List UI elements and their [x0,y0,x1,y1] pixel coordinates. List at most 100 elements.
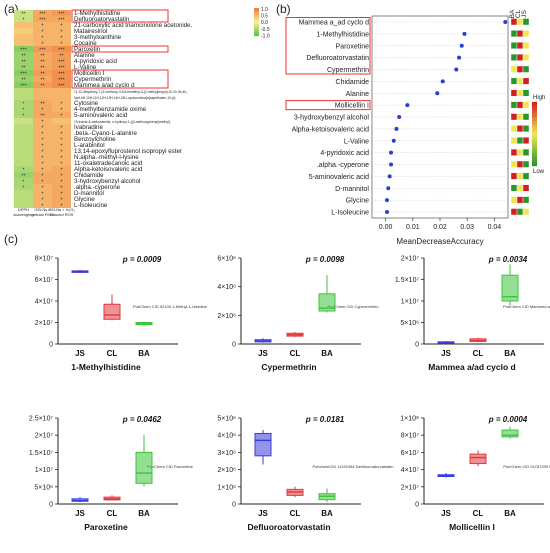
heatmap-cell [33,154,52,160]
importance-group-tile [522,137,530,144]
heatmap-cell [33,40,52,46]
box-p-value: p = 0.0034 [488,255,528,264]
heatmap-row-label: .alpha.-cyperone [74,184,121,191]
box-category-label: BA [138,349,150,358]
importance-category-label: Alpha-ketoisovaleric acid [292,126,370,133]
importance-legend-step [532,106,537,109]
heatmap-star: ** [21,60,26,66]
box-body [71,498,89,502]
heatmap-cell [14,40,33,46]
heatmap-star: * [41,120,44,126]
heatmap-row-label: Defluoroatorvastatin [74,16,130,23]
heatmap-cell [52,88,71,94]
heatmap-star: *** [58,60,65,66]
box-plot-title: Mammea a/ad cyclo d [428,362,515,372]
heatmap-row-label: Cypermethrin [74,76,112,83]
importance-group-tile [522,77,530,85]
heatmap-star: ** [40,102,45,108]
importance-point [397,115,402,119]
importance-legend-step [532,105,537,107]
heatmap-legend-step [254,17,259,19]
heatmap-cell [14,52,33,58]
heatmap-star: * [41,30,44,36]
importance-point [389,150,394,155]
heatmap-cell [52,52,71,58]
heatmap-star: * [60,180,63,186]
importance-legend-step [532,140,537,143]
importance-legend-step [532,151,537,154]
importance-point [503,20,508,24]
box-plot-title: Cypermethrin [261,362,316,372]
heatmap-cell [33,16,52,22]
box-y-tick-label: 1×10⁸ [400,416,419,423]
importance-group-tile [510,137,518,144]
importance-group-tile [510,160,518,168]
box-y-tick-label: 4×10⁶ [217,433,236,440]
importance-category-label: Alanine [346,91,369,98]
heatmap-legend-tick: 0.0 [261,20,268,26]
heatmap-row-label: Chidamide [74,172,104,179]
heatmap-legend-tick: -1.0 [261,33,270,39]
heatmap-star: * [41,24,44,30]
heatmap-cell [33,88,52,94]
heatmap-star: * [60,186,63,192]
heatmap-star: ** [21,66,26,72]
importance-group-tile [522,101,530,109]
heatmap-cell [14,124,33,130]
importance-legend-step [532,145,537,147]
heatmap-cell [33,70,52,76]
box-body [103,303,121,320]
heatmap-cell [52,28,71,34]
heatmap-cell [14,142,33,148]
heatmap-cell [33,46,52,52]
panel-label-b: (b) [276,2,291,16]
heatmap-legend-step [254,10,259,12]
heatmap-cell [52,100,71,106]
heatmap-legend-tick: 0.5 [261,14,268,20]
heatmap-cell [52,154,71,160]
heatmap-star: * [60,156,63,162]
heatmap-cell [52,40,71,46]
heatmap-cell [14,82,33,88]
heatmap-star: * [41,192,44,198]
heatmap-cell [52,106,71,112]
heatmap-legend-step [254,11,259,13]
box-body [318,293,336,312]
heatmap-cell [33,196,52,202]
heatmap-cell [33,160,52,166]
importance-group-label: JS [521,10,528,18]
box-category-label: BA [321,349,333,358]
box-y-tick-label: 8×10⁷ [401,433,420,440]
heatmap-star: * [41,42,44,48]
box-category-label: CL [107,509,118,518]
importance-point [386,186,391,191]
heatmap-row-label: Alpha-ketoisovaleric acid [74,166,143,173]
heatmap-row-label: 5aH,6H,10H,11H,12H,13H,14H,15H-cyclounde… [74,96,175,100]
box-y-tick-label: 2×10⁷ [35,433,54,440]
box-plot-title: Paroxetine [84,522,128,532]
box-category-label: CL [107,349,118,358]
importance-category-label: Defluoroatorvastatin [306,55,369,62]
importance-point [454,67,459,72]
importance-legend-step [532,103,537,106]
heatmap-cell [52,196,71,202]
heatmap-row-label: Alanine [74,52,95,59]
box-body [286,488,304,496]
importance-category-label: 1-Methylhistidine [316,31,369,38]
heatmap-row-label: Ivabradine [74,124,103,131]
heatmap-star: * [60,42,63,48]
box-category-label: BA [504,349,516,358]
heatmap-legend-step [254,26,259,28]
box-y-tick-label: 2.5×10⁷ [29,416,54,423]
box-y-tick-label: 0 [232,342,236,349]
heatmap-cell [14,22,33,28]
heatmap-cell [33,52,52,58]
box-y-tick-label: 2×10⁷ [401,484,420,491]
importance-legend-step [532,156,537,159]
heatmap-cell [52,130,71,136]
box-body [469,338,487,342]
heatmap-star: * [41,162,44,168]
box-p-value: p = 0.0004 [488,415,528,424]
importance-group-tile [516,160,524,168]
box-plot-title: 1-Methylhistidine [71,362,141,372]
